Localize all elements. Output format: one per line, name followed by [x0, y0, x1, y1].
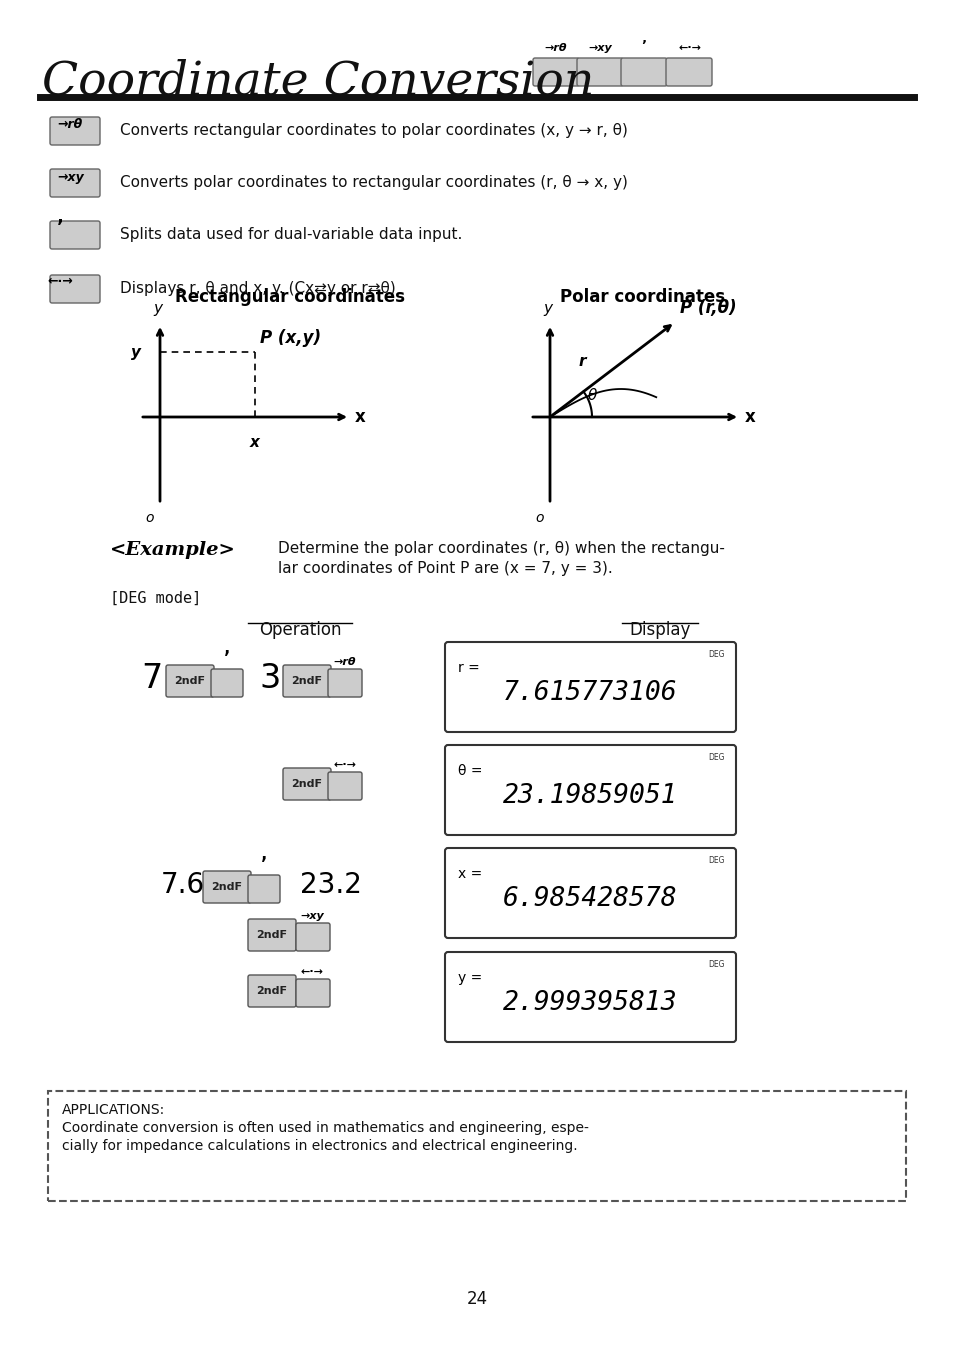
Text: 6.985428578: 6.985428578	[502, 886, 677, 912]
Text: P (r,θ): P (r,θ)	[679, 299, 736, 317]
FancyBboxPatch shape	[248, 919, 295, 951]
Text: 3: 3	[259, 662, 280, 696]
Text: Coordinate Conversion: Coordinate Conversion	[42, 59, 594, 104]
Text: DEG: DEG	[708, 960, 724, 969]
Text: x =: x =	[457, 867, 482, 881]
Text: θ =: θ =	[457, 764, 482, 778]
Text: ←·→: ←·→	[300, 967, 323, 977]
Text: cially for impedance calculations in electronics and electrical engineering.: cially for impedance calculations in ele…	[62, 1139, 577, 1153]
FancyBboxPatch shape	[444, 642, 735, 733]
FancyBboxPatch shape	[211, 669, 243, 697]
FancyBboxPatch shape	[444, 745, 735, 835]
Text: r: r	[578, 353, 585, 370]
Text: 2ndF: 2ndF	[256, 929, 287, 940]
FancyBboxPatch shape	[328, 772, 361, 800]
Text: DEG: DEG	[708, 857, 724, 865]
Text: →rθ: →rθ	[544, 43, 567, 53]
Text: o: o	[146, 511, 154, 525]
FancyBboxPatch shape	[283, 665, 331, 697]
Text: APPLICATIONS:: APPLICATIONS:	[62, 1103, 165, 1117]
FancyBboxPatch shape	[50, 275, 100, 304]
Text: r =: r =	[457, 661, 479, 674]
FancyBboxPatch shape	[295, 923, 330, 951]
Text: →xy: →xy	[300, 911, 323, 921]
Text: x: x	[355, 407, 365, 426]
Text: <Example>: <Example>	[110, 541, 235, 558]
Text: y: y	[131, 344, 141, 359]
Text: y: y	[153, 301, 162, 316]
Text: P (x,y): P (x,y)	[260, 329, 321, 347]
Text: [DEG mode]: [DEG mode]	[110, 591, 201, 606]
FancyBboxPatch shape	[50, 117, 100, 144]
FancyBboxPatch shape	[444, 849, 735, 938]
Text: Converts polar coordinates to rectangular coordinates (r, θ → x, y): Converts polar coordinates to rectangula…	[120, 175, 627, 190]
Text: 7.6: 7.6	[161, 871, 205, 898]
Text: 2ndF: 2ndF	[292, 778, 322, 789]
FancyBboxPatch shape	[444, 952, 735, 1041]
FancyBboxPatch shape	[295, 979, 330, 1006]
Text: ’: ’	[224, 649, 230, 666]
Text: o: o	[536, 511, 543, 525]
Text: θ: θ	[587, 387, 596, 402]
Text: ←·→: ←·→	[47, 274, 72, 287]
FancyBboxPatch shape	[328, 669, 361, 697]
FancyBboxPatch shape	[577, 58, 622, 86]
Text: x: x	[744, 407, 755, 426]
Text: 7: 7	[141, 662, 162, 696]
Text: →rθ: →rθ	[334, 657, 355, 666]
FancyBboxPatch shape	[166, 665, 213, 697]
Text: 7.615773106: 7.615773106	[502, 680, 677, 706]
Text: 2ndF: 2ndF	[256, 986, 287, 996]
Text: Rectangular coordinates: Rectangular coordinates	[174, 287, 405, 306]
Text: 2.999395813: 2.999395813	[502, 990, 677, 1016]
FancyBboxPatch shape	[248, 876, 280, 902]
Text: Converts rectangular coordinates to polar coordinates (x, y → r, θ): Converts rectangular coordinates to pola…	[120, 124, 627, 139]
Text: y: y	[543, 301, 552, 316]
Text: →rθ: →rθ	[57, 119, 82, 131]
Text: DEG: DEG	[708, 753, 724, 762]
Text: Operation: Operation	[258, 621, 341, 639]
Text: 2ndF: 2ndF	[174, 676, 205, 687]
Text: ←·→: ←·→	[678, 43, 700, 53]
FancyBboxPatch shape	[50, 169, 100, 197]
Text: ’: ’	[260, 855, 267, 873]
FancyBboxPatch shape	[665, 58, 711, 86]
Text: DEG: DEG	[708, 650, 724, 660]
FancyBboxPatch shape	[48, 1091, 905, 1201]
Text: y =: y =	[457, 971, 482, 985]
Text: 2ndF: 2ndF	[212, 882, 242, 892]
Text: ←·→: ←·→	[334, 759, 356, 770]
Text: →xy: →xy	[57, 170, 84, 183]
Text: ’: ’	[56, 219, 63, 236]
FancyBboxPatch shape	[283, 768, 331, 800]
FancyBboxPatch shape	[248, 975, 295, 1006]
FancyBboxPatch shape	[620, 58, 666, 86]
Text: lar coordinates of Point P are (x = 7, y = 3).: lar coordinates of Point P are (x = 7, y…	[277, 561, 612, 576]
Text: Display: Display	[629, 621, 690, 639]
Text: Polar coordinates: Polar coordinates	[559, 287, 724, 306]
Text: 23.2: 23.2	[299, 871, 361, 898]
Text: Coordinate conversion is often used in mathematics and engineering, espe-: Coordinate conversion is often used in m…	[62, 1121, 588, 1135]
FancyBboxPatch shape	[203, 871, 251, 902]
FancyBboxPatch shape	[50, 221, 100, 250]
Text: 23.19859051: 23.19859051	[502, 782, 677, 809]
Text: 24: 24	[466, 1290, 487, 1309]
Text: Determine the polar coordinates (r, θ) when the rectangu-: Determine the polar coordinates (r, θ) w…	[277, 541, 724, 556]
Text: 2ndF: 2ndF	[292, 676, 322, 687]
Text: Displays r, θ and x, y. (Cx⇄y or r⇄θ): Displays r, θ and x, y. (Cx⇄y or r⇄θ)	[120, 282, 395, 297]
Text: Splits data used for dual-variable data input.: Splits data used for dual-variable data …	[120, 228, 462, 243]
Text: →xy: →xy	[587, 43, 611, 53]
Text: ’: ’	[640, 39, 646, 53]
FancyBboxPatch shape	[533, 58, 578, 86]
Text: x: x	[250, 434, 259, 451]
